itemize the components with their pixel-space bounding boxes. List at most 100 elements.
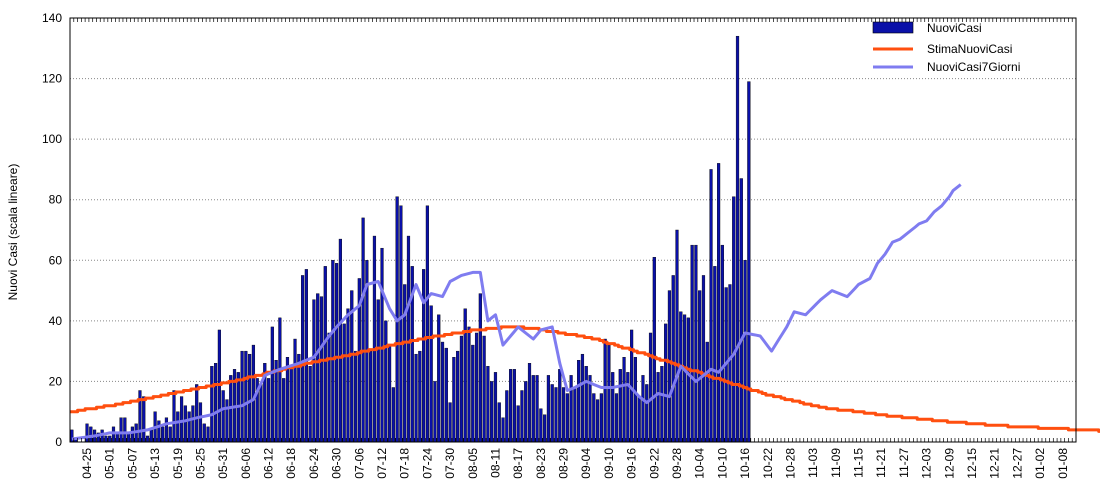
bar [384, 320, 388, 443]
bar [248, 353, 252, 443]
x-tick-label: 07-06 [352, 448, 366, 479]
bar [573, 387, 577, 443]
bar [130, 426, 134, 443]
bar [478, 293, 482, 443]
bar [611, 372, 615, 443]
bar [459, 335, 464, 443]
line-nuovicasi7giorni [71, 183, 962, 441]
bar [346, 308, 350, 443]
bar [179, 396, 184, 443]
bar [111, 426, 116, 443]
x-tick-label: 12-27 [1010, 448, 1024, 479]
bar [717, 163, 721, 443]
x-tick-label: 08-05 [466, 448, 480, 479]
bar [119, 417, 123, 443]
bar [353, 350, 358, 443]
bar [694, 244, 698, 443]
bar [539, 408, 543, 443]
x-tick-label: 10-28 [783, 448, 797, 479]
bar [380, 247, 384, 443]
y-tick-labels: 0 20 40 60 80 100 120 140 [42, 11, 62, 449]
bar [161, 426, 165, 443]
bar [524, 381, 528, 443]
x-tick-label: 11-27 [897, 448, 911, 478]
bar [561, 387, 566, 443]
x-tick-label: 11-15 [852, 448, 866, 478]
bar [282, 378, 286, 443]
bar [520, 390, 524, 443]
bar [463, 308, 467, 443]
bar [361, 217, 365, 443]
bar [690, 244, 694, 443]
bar [176, 411, 180, 443]
x-tick-label: 11-21 [874, 448, 888, 478]
x-tick-label: 10-10 [715, 448, 729, 479]
x-tick-label: 12-09 [942, 448, 956, 479]
bar [667, 290, 672, 443]
x-tick-label: 08-11 [488, 448, 502, 478]
bar [732, 196, 736, 443]
bar [679, 311, 683, 443]
bar [187, 411, 191, 443]
bar [531, 375, 535, 443]
y-tick-label: 140 [42, 11, 62, 25]
bar [444, 347, 448, 443]
bar [497, 402, 501, 443]
x-tick-label: 07-18 [398, 448, 412, 479]
bar [338, 238, 343, 443]
bar [490, 381, 494, 443]
series-lines [70, 183, 1100, 441]
x-tick-label: 09-28 [670, 448, 684, 479]
bar [278, 317, 282, 443]
bar [486, 366, 490, 443]
bar [599, 393, 603, 443]
bar [327, 332, 331, 443]
bar [240, 350, 244, 443]
bar [705, 341, 709, 443]
bar [633, 357, 637, 443]
legend-label-stimanuovicasi: StimaNuoviCasi [927, 42, 1012, 56]
bar [456, 350, 460, 443]
x-tick-label: 07-30 [443, 448, 457, 479]
x-tick-label: 10-16 [738, 448, 752, 479]
bar [399, 205, 403, 443]
bar [709, 169, 713, 443]
bar [467, 326, 471, 443]
x-tick-label: 12-03 [920, 448, 934, 479]
y-tick-label: 20 [49, 374, 63, 388]
bar [89, 426, 93, 443]
legend-label-nuovicasi: NuoviCasi [927, 21, 982, 35]
x-tick-label: 07-12 [375, 448, 389, 479]
x-tick-label: 05-13 [148, 448, 162, 479]
x-tick-label: 06-06 [239, 448, 253, 479]
y-tick-label: 80 [49, 193, 63, 207]
x-tick-label: 08-17 [511, 448, 525, 479]
bar [198, 402, 203, 443]
bar [418, 350, 422, 443]
y-tick-label: 120 [42, 72, 62, 86]
bar [720, 244, 724, 443]
bar [164, 417, 169, 443]
bar [145, 435, 150, 443]
bar [509, 369, 513, 443]
bar [543, 414, 547, 443]
bar [527, 363, 532, 443]
bar [686, 317, 690, 443]
x-tick-label: 05-19 [171, 448, 185, 479]
bar [675, 229, 679, 443]
bar [266, 378, 271, 443]
y-tick-label: 40 [49, 314, 63, 328]
bar [558, 369, 562, 443]
bar [618, 369, 622, 443]
bar [191, 405, 195, 443]
bar [701, 275, 706, 443]
bar [157, 420, 161, 443]
bar [440, 341, 445, 443]
bar [210, 366, 214, 443]
bar [335, 263, 339, 443]
x-tick-label: 06-12 [262, 448, 276, 479]
bar [414, 353, 418, 443]
x-tick-label: 05-07 [125, 448, 139, 479]
bar [493, 372, 498, 443]
bar [554, 387, 558, 443]
